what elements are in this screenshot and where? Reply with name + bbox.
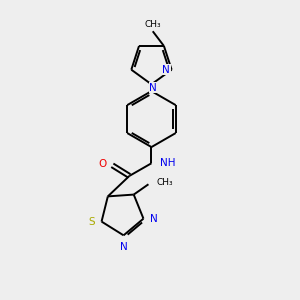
Text: N: N: [163, 65, 170, 75]
Text: N: N: [120, 242, 128, 252]
Text: N: N: [149, 83, 157, 93]
Text: CH₃: CH₃: [157, 178, 173, 187]
Text: N: N: [150, 214, 158, 224]
Text: NH: NH: [160, 158, 176, 168]
Text: O: O: [99, 159, 107, 169]
Text: S: S: [88, 217, 95, 226]
Text: CH₃: CH₃: [144, 20, 161, 29]
